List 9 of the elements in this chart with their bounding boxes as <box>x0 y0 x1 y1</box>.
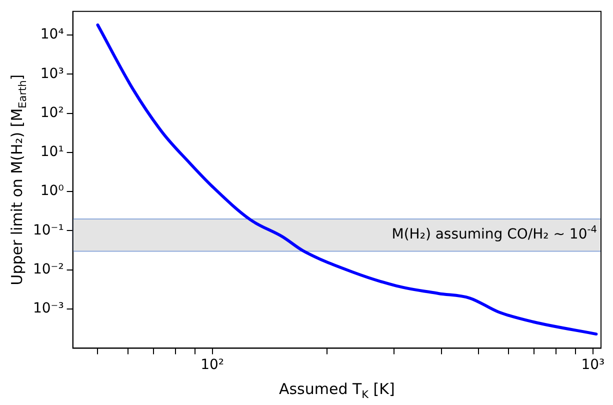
y-tick-label: 10³ <box>40 66 64 82</box>
y-tick-label: 10⁻² <box>32 262 64 278</box>
y-tick-label: 10⁻³ <box>32 300 64 317</box>
y-tick-label: 10⁻¹ <box>32 222 64 238</box>
y-tick-label: 10⁰ <box>40 183 64 200</box>
y-tick-label: 10⁴ <box>40 26 64 43</box>
y-tick-label: 10¹ <box>40 144 64 160</box>
y-tick-label: 10² <box>40 104 64 121</box>
y-axis-title: Upper limit on M(H₂) [MEarth] <box>8 74 29 286</box>
